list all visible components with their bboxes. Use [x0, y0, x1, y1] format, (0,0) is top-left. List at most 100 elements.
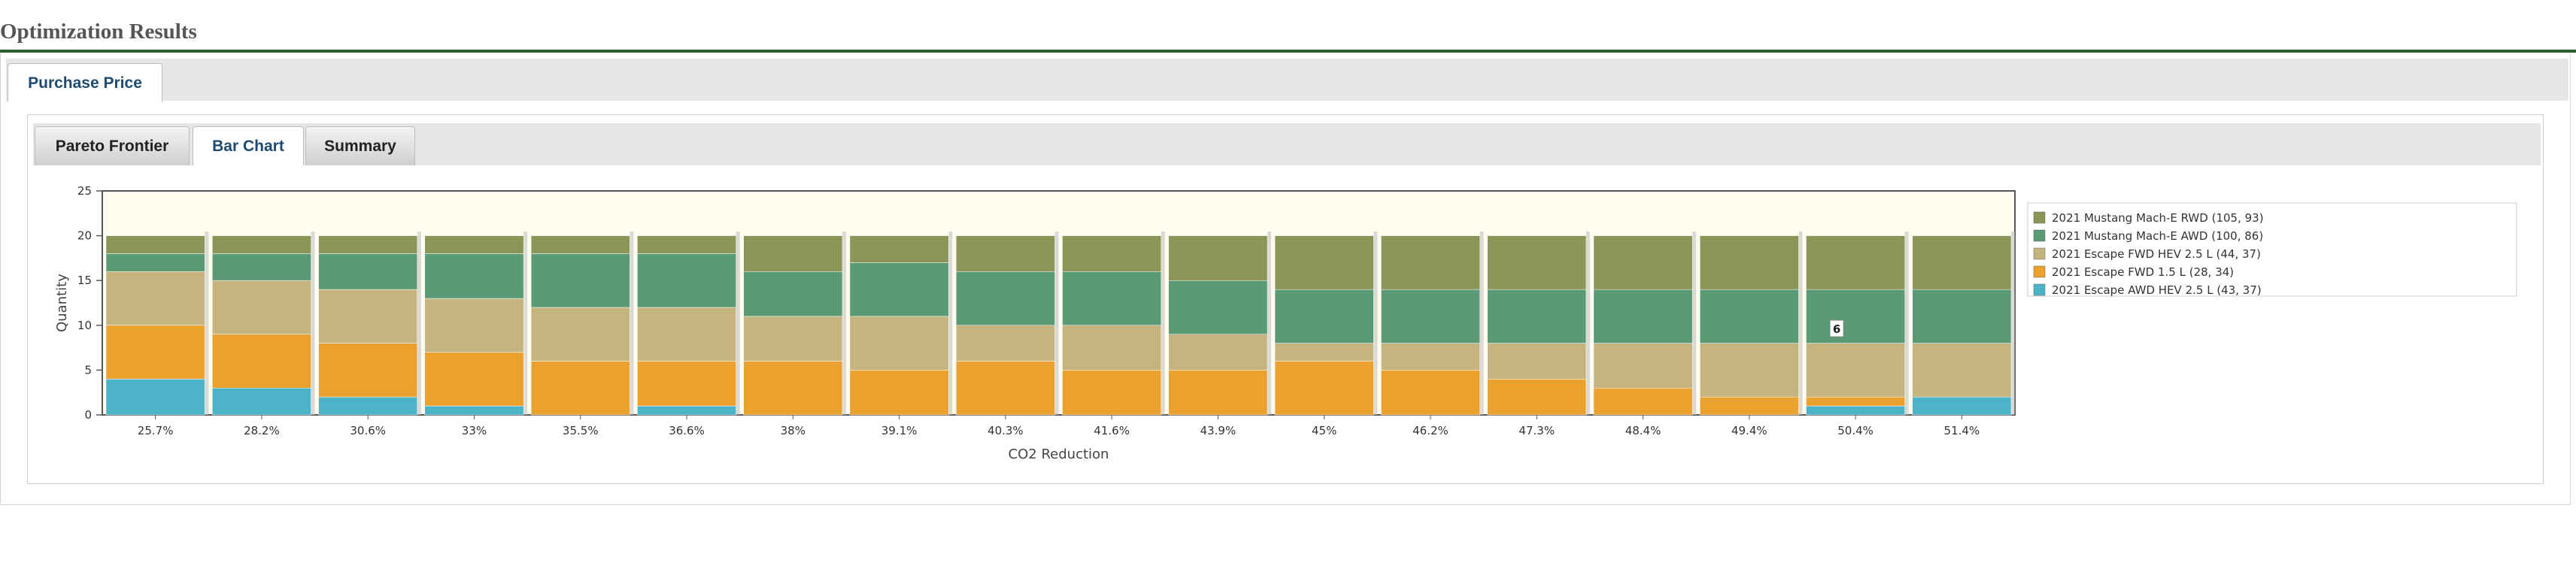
- bar-segment[interactable]: [1168, 280, 1268, 334]
- bar-segment[interactable]: [743, 316, 843, 362]
- bar-segment[interactable]: [1062, 370, 1162, 416]
- bar-segment[interactable]: [212, 235, 311, 254]
- bar-segment[interactable]: [1699, 396, 1799, 416]
- bar-segment[interactable]: [105, 271, 205, 326]
- bar-segment[interactable]: [1912, 235, 2012, 290]
- bar-segment[interactable]: [318, 253, 418, 290]
- x-tick-label: 48.4%: [1625, 424, 1661, 437]
- legend-swatch[interactable]: [2033, 211, 2046, 224]
- bar-segment[interactable]: [1168, 235, 1268, 281]
- bar-segment[interactable]: [1699, 289, 1799, 343]
- bar-segment[interactable]: [1062, 235, 1162, 272]
- bar-segment[interactable]: [1274, 361, 1374, 416]
- bar-segment[interactable]: [424, 352, 524, 407]
- bar-segment[interactable]: [1912, 396, 2012, 416]
- legend-swatch[interactable]: [2033, 247, 2046, 260]
- tab-purchase-price[interactable]: Purchase Price: [8, 63, 162, 102]
- bar-segment[interactable]: [1699, 343, 1799, 398]
- bar-segment[interactable]: [1381, 235, 1480, 290]
- x-tick-label: 33%: [462, 424, 487, 437]
- bar-segment[interactable]: [849, 370, 949, 416]
- bar-segment[interactable]: [212, 253, 311, 281]
- x-tick-label: 38%: [781, 424, 806, 437]
- bar-segment[interactable]: [1274, 289, 1374, 343]
- bar-segment[interactable]: [743, 235, 843, 272]
- bar-segment[interactable]: [212, 280, 311, 334]
- bar-segment[interactable]: [318, 343, 418, 398]
- bar-segment[interactable]: [318, 289, 418, 343]
- bar-segment[interactable]: [849, 262, 949, 317]
- tab-bar-chart[interactable]: Bar Chart: [193, 126, 304, 165]
- bar-segment[interactable]: [105, 235, 205, 254]
- bar-segment[interactable]: [849, 235, 949, 263]
- bar-segment[interactable]: [1381, 289, 1480, 343]
- bar-segment[interactable]: [1806, 235, 1905, 290]
- bar-separator: [1585, 232, 1590, 415]
- bar-segment[interactable]: [1699, 235, 1799, 290]
- bar-segment[interactable]: [105, 325, 205, 380]
- legend: [2027, 202, 2517, 297]
- bar-segment[interactable]: [1593, 387, 1693, 416]
- bar-segment[interactable]: [1806, 405, 1905, 416]
- bar-segment[interactable]: [1274, 343, 1374, 362]
- bar-segment[interactable]: [318, 396, 418, 416]
- page-title: Optimization Results: [0, 20, 197, 44]
- bar-segment[interactable]: [1593, 343, 1693, 389]
- legend-swatch[interactable]: [2033, 265, 2046, 278]
- bar-segment[interactable]: [424, 253, 524, 299]
- bar-segment[interactable]: [530, 307, 630, 362]
- bar-segment[interactable]: [1062, 325, 1162, 371]
- bar-segment[interactable]: [637, 361, 736, 407]
- bar-segment[interactable]: [1806, 396, 1905, 407]
- bar-segment[interactable]: [637, 307, 736, 362]
- bar-segment[interactable]: [530, 235, 630, 254]
- bar-segment[interactable]: [1593, 235, 1693, 290]
- bar-segment[interactable]: [743, 361, 843, 416]
- bar-segment[interactable]: [105, 253, 205, 272]
- bar-segment[interactable]: [637, 253, 736, 308]
- bar-segment[interactable]: [424, 405, 524, 416]
- bar-segment[interactable]: [1274, 235, 1374, 290]
- bar-segment[interactable]: [955, 361, 1055, 416]
- bar-segment[interactable]: [637, 235, 736, 254]
- bar-segment[interactable]: [955, 235, 1055, 272]
- outer-tab-bar: [6, 59, 2568, 101]
- bar-segment[interactable]: [1487, 235, 1587, 290]
- bar-segment[interactable]: [955, 325, 1055, 362]
- legend-swatch[interactable]: [2033, 283, 2046, 296]
- bar-separator: [1904, 232, 1909, 415]
- bar-segment[interactable]: [637, 405, 736, 416]
- bar-segment[interactable]: [1593, 289, 1693, 343]
- x-tick-label: 28.2%: [244, 424, 280, 437]
- bar-segment[interactable]: [1487, 343, 1587, 380]
- bar-segment[interactable]: [212, 387, 311, 416]
- bar-segment[interactable]: [105, 379, 205, 416]
- bar-segment[interactable]: [212, 334, 311, 389]
- bar-segment[interactable]: [1062, 271, 1162, 326]
- bar-segment[interactable]: [530, 361, 630, 416]
- bar-segment[interactable]: [1487, 289, 1587, 343]
- bar-segment[interactable]: [1381, 343, 1480, 371]
- bar-segment[interactable]: [1168, 334, 1268, 371]
- tab-summary[interactable]: Summary: [305, 126, 415, 165]
- bar-segment[interactable]: [530, 253, 630, 308]
- bar-segment[interactable]: [1912, 289, 2012, 343]
- bar-segment[interactable]: [849, 316, 949, 371]
- bar-segment[interactable]: [1381, 370, 1480, 416]
- bar-segment[interactable]: [424, 235, 524, 254]
- bar-segment[interactable]: [318, 235, 418, 254]
- x-tick-label: 45%: [1312, 424, 1337, 437]
- bar-segment[interactable]: [1487, 379, 1587, 416]
- bar-segment[interactable]: [1912, 343, 2012, 398]
- bar-segment[interactable]: [424, 298, 524, 353]
- legend-label: 2021 Escape FWD HEV 2.5 L (44, 37): [2052, 247, 2261, 261]
- bar-segment[interactable]: [955, 271, 1055, 326]
- tab-pareto-frontier[interactable]: Pareto Frontier: [35, 126, 190, 165]
- x-tick-label: 25.7%: [138, 424, 174, 437]
- bar-segment[interactable]: [1168, 370, 1268, 416]
- bar-segment[interactable]: [1806, 343, 1905, 398]
- bar-segment[interactable]: [1806, 289, 1905, 343]
- bar-segment[interactable]: [743, 271, 843, 317]
- legend-swatch[interactable]: [2033, 229, 2046, 242]
- bar-separator: [311, 232, 315, 415]
